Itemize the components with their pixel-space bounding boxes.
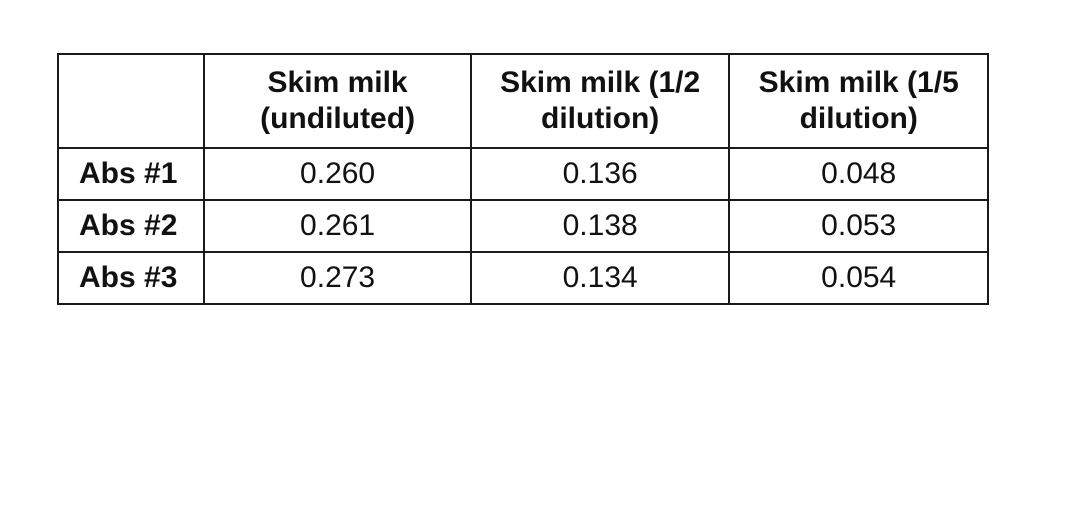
- column-header-fifth-dilution: Skim milk (1/5 dilution): [728, 53, 989, 149]
- corner-cell: [56, 53, 206, 149]
- table-cell: 0.261: [203, 199, 472, 253]
- row-label: Abs #2: [56, 199, 206, 253]
- row-label: Abs #1: [56, 147, 206, 201]
- header-row: Skim milk (undiluted) Skim milk (1/2 dil…: [56, 53, 989, 149]
- column-header-half-dilution: Skim milk (1/2 dilution): [469, 53, 731, 149]
- table-cell: 0.053: [728, 199, 989, 253]
- header-line: dilution): [799, 102, 918, 135]
- table-cell: 0.138: [469, 199, 731, 253]
- header-line: Skim milk (1/5: [758, 66, 959, 99]
- table-row: Abs #3 0.273 0.134 0.054: [56, 251, 989, 305]
- table-header: Skim milk (undiluted) Skim milk (1/2 dil…: [56, 53, 989, 149]
- header-line: Skim milk: [267, 66, 408, 99]
- table-cell: 0.134: [469, 251, 731, 305]
- table-row: Abs #1 0.260 0.136 0.048: [56, 147, 989, 201]
- table-cell: 0.260: [203, 147, 472, 201]
- header-line: (undiluted): [260, 102, 416, 135]
- table-cell: 0.273: [203, 251, 472, 305]
- header-line: Skim milk (1/2: [500, 66, 701, 99]
- table-body: Abs #1 0.260 0.136 0.048 Abs #2 0.261 0.…: [56, 147, 989, 305]
- table-cell: 0.136: [469, 147, 731, 201]
- table-row: Abs #2 0.261 0.138 0.053: [56, 199, 989, 253]
- absorbance-table: Skim milk (undiluted) Skim milk (1/2 dil…: [56, 53, 989, 305]
- table-cell: 0.054: [728, 251, 989, 305]
- absorbance-table-container: Skim milk (undiluted) Skim milk (1/2 dil…: [56, 53, 989, 305]
- header-line: dilution): [541, 102, 660, 135]
- column-header-undiluted: Skim milk (undiluted): [203, 53, 472, 149]
- table-cell: 0.048: [728, 147, 989, 201]
- row-label: Abs #3: [56, 251, 206, 305]
